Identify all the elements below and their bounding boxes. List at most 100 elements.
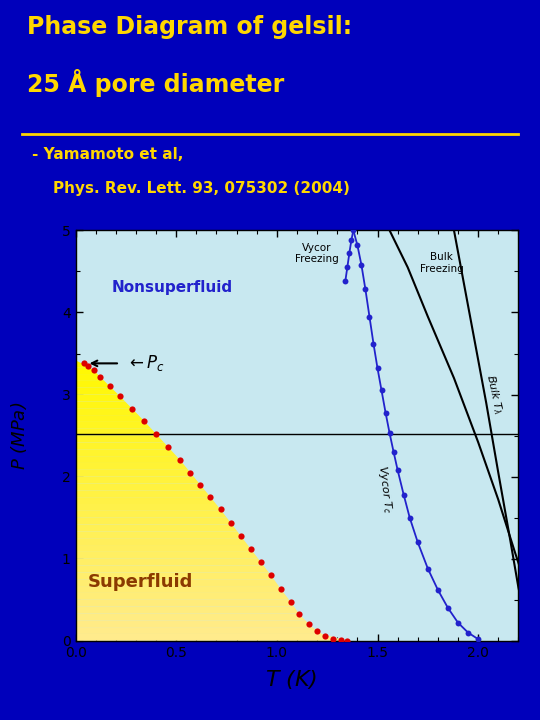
Text: $\leftarrow P_c$: $\leftarrow P_c$: [126, 354, 165, 374]
Point: [305, 618, 313, 630]
Polygon shape: [76, 463, 188, 470]
Point: [444, 602, 453, 613]
Text: Vycor
Freezing: Vycor Freezing: [295, 243, 339, 264]
Point: [381, 407, 390, 418]
Polygon shape: [76, 566, 269, 572]
Point: [267, 570, 275, 581]
Polygon shape: [76, 381, 111, 387]
Point: [434, 584, 442, 595]
Point: [365, 311, 374, 323]
Text: Superfluid: Superfluid: [87, 573, 193, 591]
Text: $P$ (MPa): $P$ (MPa): [9, 402, 29, 469]
Point: [345, 248, 354, 259]
Polygon shape: [76, 593, 289, 600]
Polygon shape: [76, 545, 253, 552]
Polygon shape: [76, 428, 158, 436]
Point: [357, 259, 366, 271]
Point: [313, 625, 321, 636]
Point: [406, 512, 414, 523]
Point: [341, 276, 349, 287]
Point: [389, 446, 398, 458]
Polygon shape: [76, 559, 264, 566]
Point: [385, 428, 394, 439]
Text: 25 Å pore diameter: 25 Å pore diameter: [27, 69, 284, 97]
Polygon shape: [76, 408, 138, 415]
Polygon shape: [76, 620, 313, 627]
Point: [295, 608, 303, 619]
Polygon shape: [76, 484, 205, 490]
Point: [423, 563, 432, 575]
Point: [343, 261, 352, 273]
Text: Nonsuperfluid: Nonsuperfluid: [112, 280, 233, 295]
Polygon shape: [76, 518, 232, 524]
Point: [400, 489, 408, 500]
Point: [116, 390, 124, 402]
Point: [196, 479, 205, 490]
Polygon shape: [76, 402, 132, 408]
Polygon shape: [76, 531, 242, 539]
Polygon shape: [76, 586, 284, 593]
Point: [361, 284, 370, 295]
Point: [474, 634, 482, 645]
Point: [256, 557, 265, 568]
Text: - Yamamoto et al,: - Yamamoto et al,: [32, 147, 184, 162]
Point: [377, 384, 386, 396]
Text: Vycor $T_c$: Vycor $T_c$: [375, 464, 394, 513]
Point: [79, 358, 88, 369]
Text: Phys. Rev. Lett. 93, 075302 (2004): Phys. Rev. Lett. 93, 075302 (2004): [32, 181, 350, 197]
Polygon shape: [76, 415, 145, 422]
Polygon shape: [76, 613, 305, 620]
Polygon shape: [76, 600, 294, 606]
Polygon shape: [76, 539, 248, 545]
Point: [353, 240, 362, 251]
Point: [464, 627, 472, 639]
Point: [176, 454, 185, 466]
Point: [83, 360, 92, 372]
Point: [140, 415, 149, 426]
Point: [454, 617, 462, 629]
Polygon shape: [76, 395, 125, 402]
Point: [246, 543, 255, 554]
Point: [337, 634, 346, 646]
Text: Bulk
Freezing: Bulk Freezing: [420, 253, 464, 274]
Point: [321, 630, 329, 642]
Point: [369, 338, 378, 349]
Polygon shape: [76, 422, 151, 428]
Polygon shape: [76, 477, 199, 484]
Point: [152, 428, 160, 440]
Polygon shape: [76, 572, 274, 579]
Text: Phase Diagram of gelsil:: Phase Diagram of gelsil:: [27, 15, 352, 39]
Point: [105, 381, 114, 392]
Text: $T$ (K): $T$ (K): [266, 668, 318, 691]
Polygon shape: [76, 387, 118, 395]
Point: [206, 491, 215, 503]
Polygon shape: [76, 449, 177, 456]
Text: Bulk $T_\lambda$: Bulk $T_\lambda$: [483, 374, 505, 415]
Polygon shape: [76, 367, 98, 374]
Point: [127, 402, 136, 414]
Point: [186, 467, 194, 478]
Polygon shape: [76, 524, 237, 531]
Polygon shape: [76, 360, 90, 367]
Polygon shape: [76, 442, 170, 449]
Point: [276, 583, 285, 595]
Polygon shape: [76, 470, 194, 477]
Point: [164, 441, 172, 453]
Polygon shape: [76, 634, 347, 641]
Polygon shape: [76, 456, 183, 463]
Point: [90, 364, 98, 376]
Polygon shape: [76, 490, 211, 497]
Point: [287, 596, 295, 608]
Point: [349, 225, 357, 236]
Point: [237, 530, 245, 541]
Polygon shape: [76, 606, 299, 613]
Polygon shape: [76, 504, 221, 511]
Polygon shape: [76, 436, 164, 442]
Polygon shape: [76, 497, 216, 504]
Polygon shape: [76, 579, 279, 586]
Point: [414, 536, 422, 548]
Point: [329, 634, 338, 645]
Polygon shape: [76, 511, 227, 518]
Point: [96, 371, 104, 382]
Point: [347, 235, 356, 246]
